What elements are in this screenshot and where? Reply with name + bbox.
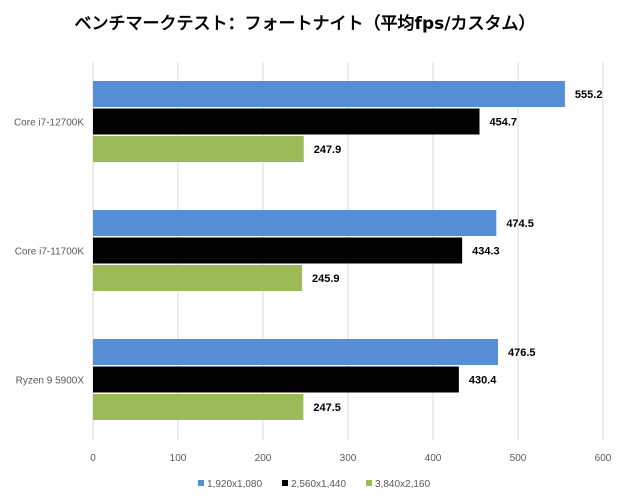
category-label: Core i7-11700K (15, 246, 85, 257)
data-label: 474.5 (506, 218, 534, 230)
legend-label: 1,920x1,080 (207, 479, 262, 490)
legend-label: 3,840x2,160 (375, 479, 430, 490)
bar (93, 136, 304, 162)
category-label: Ryzen 9 5900X (16, 375, 85, 386)
bar (93, 210, 497, 236)
x-tick-label: 600 (595, 453, 612, 464)
legend-label: 2,560x1,440 (291, 479, 346, 490)
category-label: Core i7-12700K (14, 117, 84, 128)
chart-title: ベンチマークテスト：フォートナイト（平均fps/カスタム） (75, 13, 536, 34)
bar (93, 81, 565, 107)
legend-swatch (282, 480, 288, 486)
x-tick-label: 300 (340, 453, 357, 464)
labels: 0 100 200 300 400 500 600 Core i7-12700K 555.2 45… (14, 89, 612, 464)
bar (93, 237, 463, 264)
data-label: 247.5 (313, 402, 341, 414)
data-label: 454.7 (489, 117, 517, 129)
x-tick-label: 100 (170, 453, 187, 464)
x-tick-label: 200 (255, 453, 272, 464)
bar (93, 108, 480, 135)
x-tick-label: 500 (510, 453, 527, 464)
bars (93, 81, 565, 420)
legend: 1,920x1,080 2,560x1,440 3,840x2,160 (198, 479, 430, 490)
x-tick-label: 0 (90, 453, 96, 464)
bar (93, 366, 459, 393)
data-label: 245.9 (312, 273, 340, 285)
bar (93, 265, 303, 291)
x-tick-label: 400 (425, 453, 442, 464)
data-label: 434.3 (472, 246, 500, 258)
bar (93, 394, 304, 420)
data-label: 247.9 (314, 144, 342, 156)
legend-swatch (198, 480, 204, 486)
data-label: 430.4 (469, 375, 497, 387)
bar (93, 339, 499, 365)
legend-swatch (366, 480, 372, 486)
data-label: 476.5 (508, 347, 536, 359)
data-label: 555.2 (575, 89, 603, 101)
